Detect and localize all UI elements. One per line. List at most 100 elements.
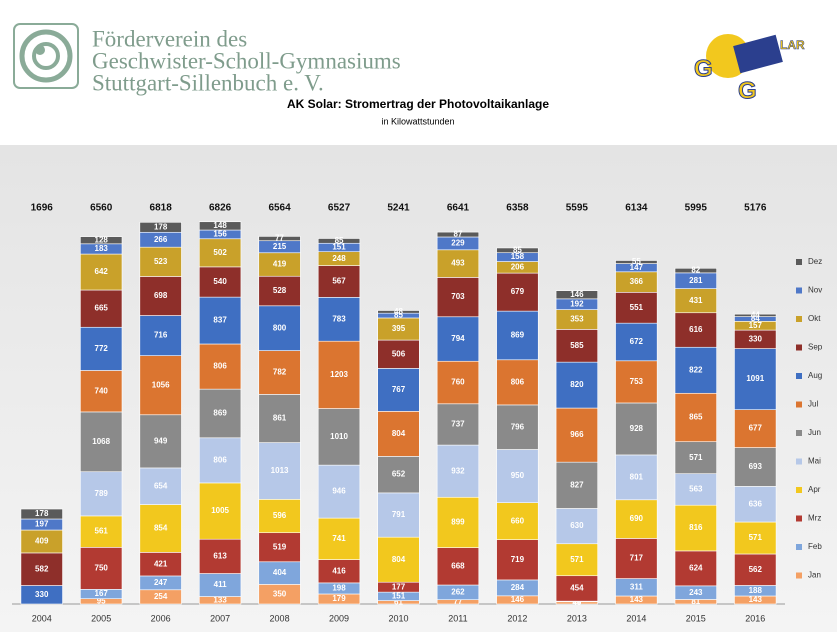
segment-label: 932 (451, 466, 465, 475)
segment-label: 820 (570, 380, 584, 389)
segment-label: 183 (95, 244, 109, 253)
segment-label: 409 (35, 537, 49, 546)
segment-label: 528 (273, 286, 287, 295)
x-tick-label: 2006 (151, 613, 171, 623)
segment-label: 562 (749, 565, 763, 574)
segment-label: 156 (213, 230, 227, 239)
segment-label: 416 (332, 566, 346, 575)
bar-segment (199, 296, 242, 345)
total-label: 6641 (447, 203, 470, 214)
segment-label: 157 (749, 321, 763, 330)
bar-segment (555, 361, 598, 409)
bar-segment (377, 339, 420, 369)
x-tick-label: 2005 (91, 613, 111, 623)
bar-segment (615, 260, 658, 264)
bar-segment (199, 538, 242, 574)
segment-label: 1056 (152, 380, 170, 389)
bar-segment (317, 297, 361, 342)
bar-segment (674, 267, 717, 274)
segment-label: 147 (630, 263, 644, 272)
segment-label: 178 (154, 222, 168, 231)
bar-segment (555, 508, 598, 545)
segment-label: 794 (451, 334, 465, 343)
segment-label: 1091 (746, 374, 764, 383)
bar-segment (377, 310, 420, 314)
bar-segment (317, 464, 361, 519)
bar-segment (734, 553, 777, 586)
segment-label: 966 (570, 430, 584, 439)
segment-label: 672 (630, 337, 644, 346)
segment-label: 616 (689, 325, 703, 334)
bar-segment (258, 236, 301, 242)
x-tick-label: 2016 (745, 613, 765, 623)
segment-label: 133 (213, 595, 227, 604)
bar-segment (734, 313, 777, 317)
bar-segment (139, 222, 182, 233)
segment-label: 151 (332, 243, 346, 252)
legend-label: Dez (808, 257, 822, 266)
segment-label: 782 (273, 368, 287, 377)
segment-label: 750 (95, 563, 109, 572)
segment-label: 741 (332, 534, 346, 543)
header-line: Stuttgart-Sillenbuch e. V. (92, 70, 324, 95)
bar-segment (555, 329, 598, 363)
segment-label: 660 (511, 516, 525, 525)
legend-label: Nov (808, 286, 822, 295)
segment-label: 652 (392, 470, 406, 479)
total-label: 1696 (31, 203, 54, 214)
segment-label: 77 (275, 234, 284, 243)
segment-label: 353 (570, 315, 584, 324)
bar-segment (139, 355, 182, 416)
bar-segment (80, 411, 123, 473)
segment-label: 254 (154, 592, 168, 601)
segment-label: 143 (749, 595, 763, 604)
bar-segment (436, 547, 480, 586)
segment-label: 946 (332, 487, 346, 496)
segment-label: 502 (213, 248, 227, 257)
segment-label: 806 (213, 455, 227, 464)
legend-swatch (796, 316, 802, 322)
legend-swatch (796, 430, 802, 436)
segment-label: 82 (691, 266, 700, 275)
segment-label: 243 (689, 588, 703, 597)
segment-label: 760 (451, 378, 465, 387)
segment-label: 636 (749, 499, 763, 508)
bar-segment (80, 236, 123, 245)
segment-label: 827 (570, 480, 584, 489)
segment-label: 698 (154, 291, 168, 300)
legend-label: Apr (808, 485, 821, 494)
bar-segment (436, 496, 480, 548)
legend-swatch (796, 287, 802, 294)
legend-label: Sep (808, 343, 823, 352)
segment-label: 206 (511, 262, 525, 271)
bar-segment (436, 316, 480, 362)
segment-label: 48 (394, 307, 403, 316)
bar-segment (80, 370, 123, 413)
segment-label: 395 (392, 324, 406, 333)
segment-label: 179 (332, 594, 346, 603)
segment-label: 419 (273, 260, 287, 269)
bar-segment (436, 277, 480, 318)
legend-swatch (796, 458, 802, 465)
bar-segment (258, 305, 301, 351)
legend-label: Mai (808, 457, 821, 466)
segment-label: 85 (335, 236, 344, 245)
segment-label: 506 (392, 349, 406, 358)
segment-label: 40 (572, 598, 581, 607)
segment-label: 869 (511, 331, 525, 340)
bar-segment (377, 368, 420, 412)
segment-label: 585 (570, 341, 584, 350)
bar-segment (496, 404, 539, 450)
segment-label: 596 (273, 511, 287, 520)
segment-label: 454 (570, 584, 584, 593)
bar-segment (139, 276, 182, 316)
svg-text:G: G (738, 77, 757, 104)
segment-label: 143 (630, 595, 644, 604)
bar-segment (436, 360, 480, 405)
total-label: 5995 (685, 203, 708, 214)
segment-label: 740 (95, 386, 109, 395)
segment-label: 928 (630, 424, 644, 433)
segment-label: 783 (332, 314, 346, 323)
segment-label: 869 (213, 409, 227, 418)
